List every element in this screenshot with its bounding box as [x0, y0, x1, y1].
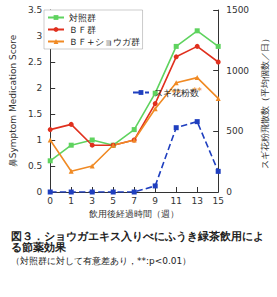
svg-text:13: 13	[191, 196, 202, 206]
svg-text:7: 7	[131, 196, 137, 206]
svg-text:0: 0	[226, 187, 232, 197]
svg-text:0: 0	[47, 196, 53, 206]
svg-text:スギ花粉数: スギ花粉数	[154, 88, 199, 98]
svg-text:0: 0	[36, 187, 42, 197]
svg-text:（対照群に対して有意差あり，**:p<0.01）: （対照群に対して有意差あり，**:p<0.01）	[11, 256, 191, 266]
svg-text:9: 9	[152, 196, 158, 206]
svg-text:2: 2	[36, 83, 42, 93]
svg-text:3.5: 3.5	[28, 5, 42, 15]
svg-text:5: 5	[110, 196, 116, 206]
svg-text:3: 3	[89, 196, 95, 206]
svg-text:500: 500	[226, 126, 243, 136]
svg-text:11: 11	[170, 196, 181, 206]
svg-text:図３．ショウガエキス入りべにふうき緑茶飲用によ: 図３．ショウガエキス入りべにふうき緑茶飲用によ	[11, 230, 264, 243]
svg-text:2.5: 2.5	[28, 57, 42, 67]
svg-text:0.5: 0.5	[28, 161, 42, 171]
svg-text:15: 15	[212, 196, 223, 206]
svg-text:1: 1	[36, 135, 42, 145]
svg-text:飲用後経過時間（週）: 飲用後経過時間（週）	[89, 209, 179, 219]
svg-text:スギ花粉飛散数（平均個数／日）: スギ花粉飛散数（平均個数／日）	[260, 34, 270, 169]
svg-text:ＢＦ群: ＢＦ群	[69, 25, 96, 35]
svg-text:1: 1	[68, 196, 74, 206]
svg-text:る節薬効果: る節薬効果	[11, 241, 67, 254]
svg-text:ＢＦ+ショウガ群: ＢＦ+ショウガ群	[69, 37, 140, 47]
svg-text:1.5: 1.5	[28, 109, 42, 119]
svg-text:鼻Symptom Medication Score: 鼻Symptom Medication Score	[8, 34, 18, 167]
svg-text:対照群: 対照群	[69, 13, 96, 23]
svg-text:3: 3	[36, 31, 42, 41]
svg-text:1500: 1500	[226, 5, 249, 15]
svg-text:1000: 1000	[226, 66, 249, 76]
